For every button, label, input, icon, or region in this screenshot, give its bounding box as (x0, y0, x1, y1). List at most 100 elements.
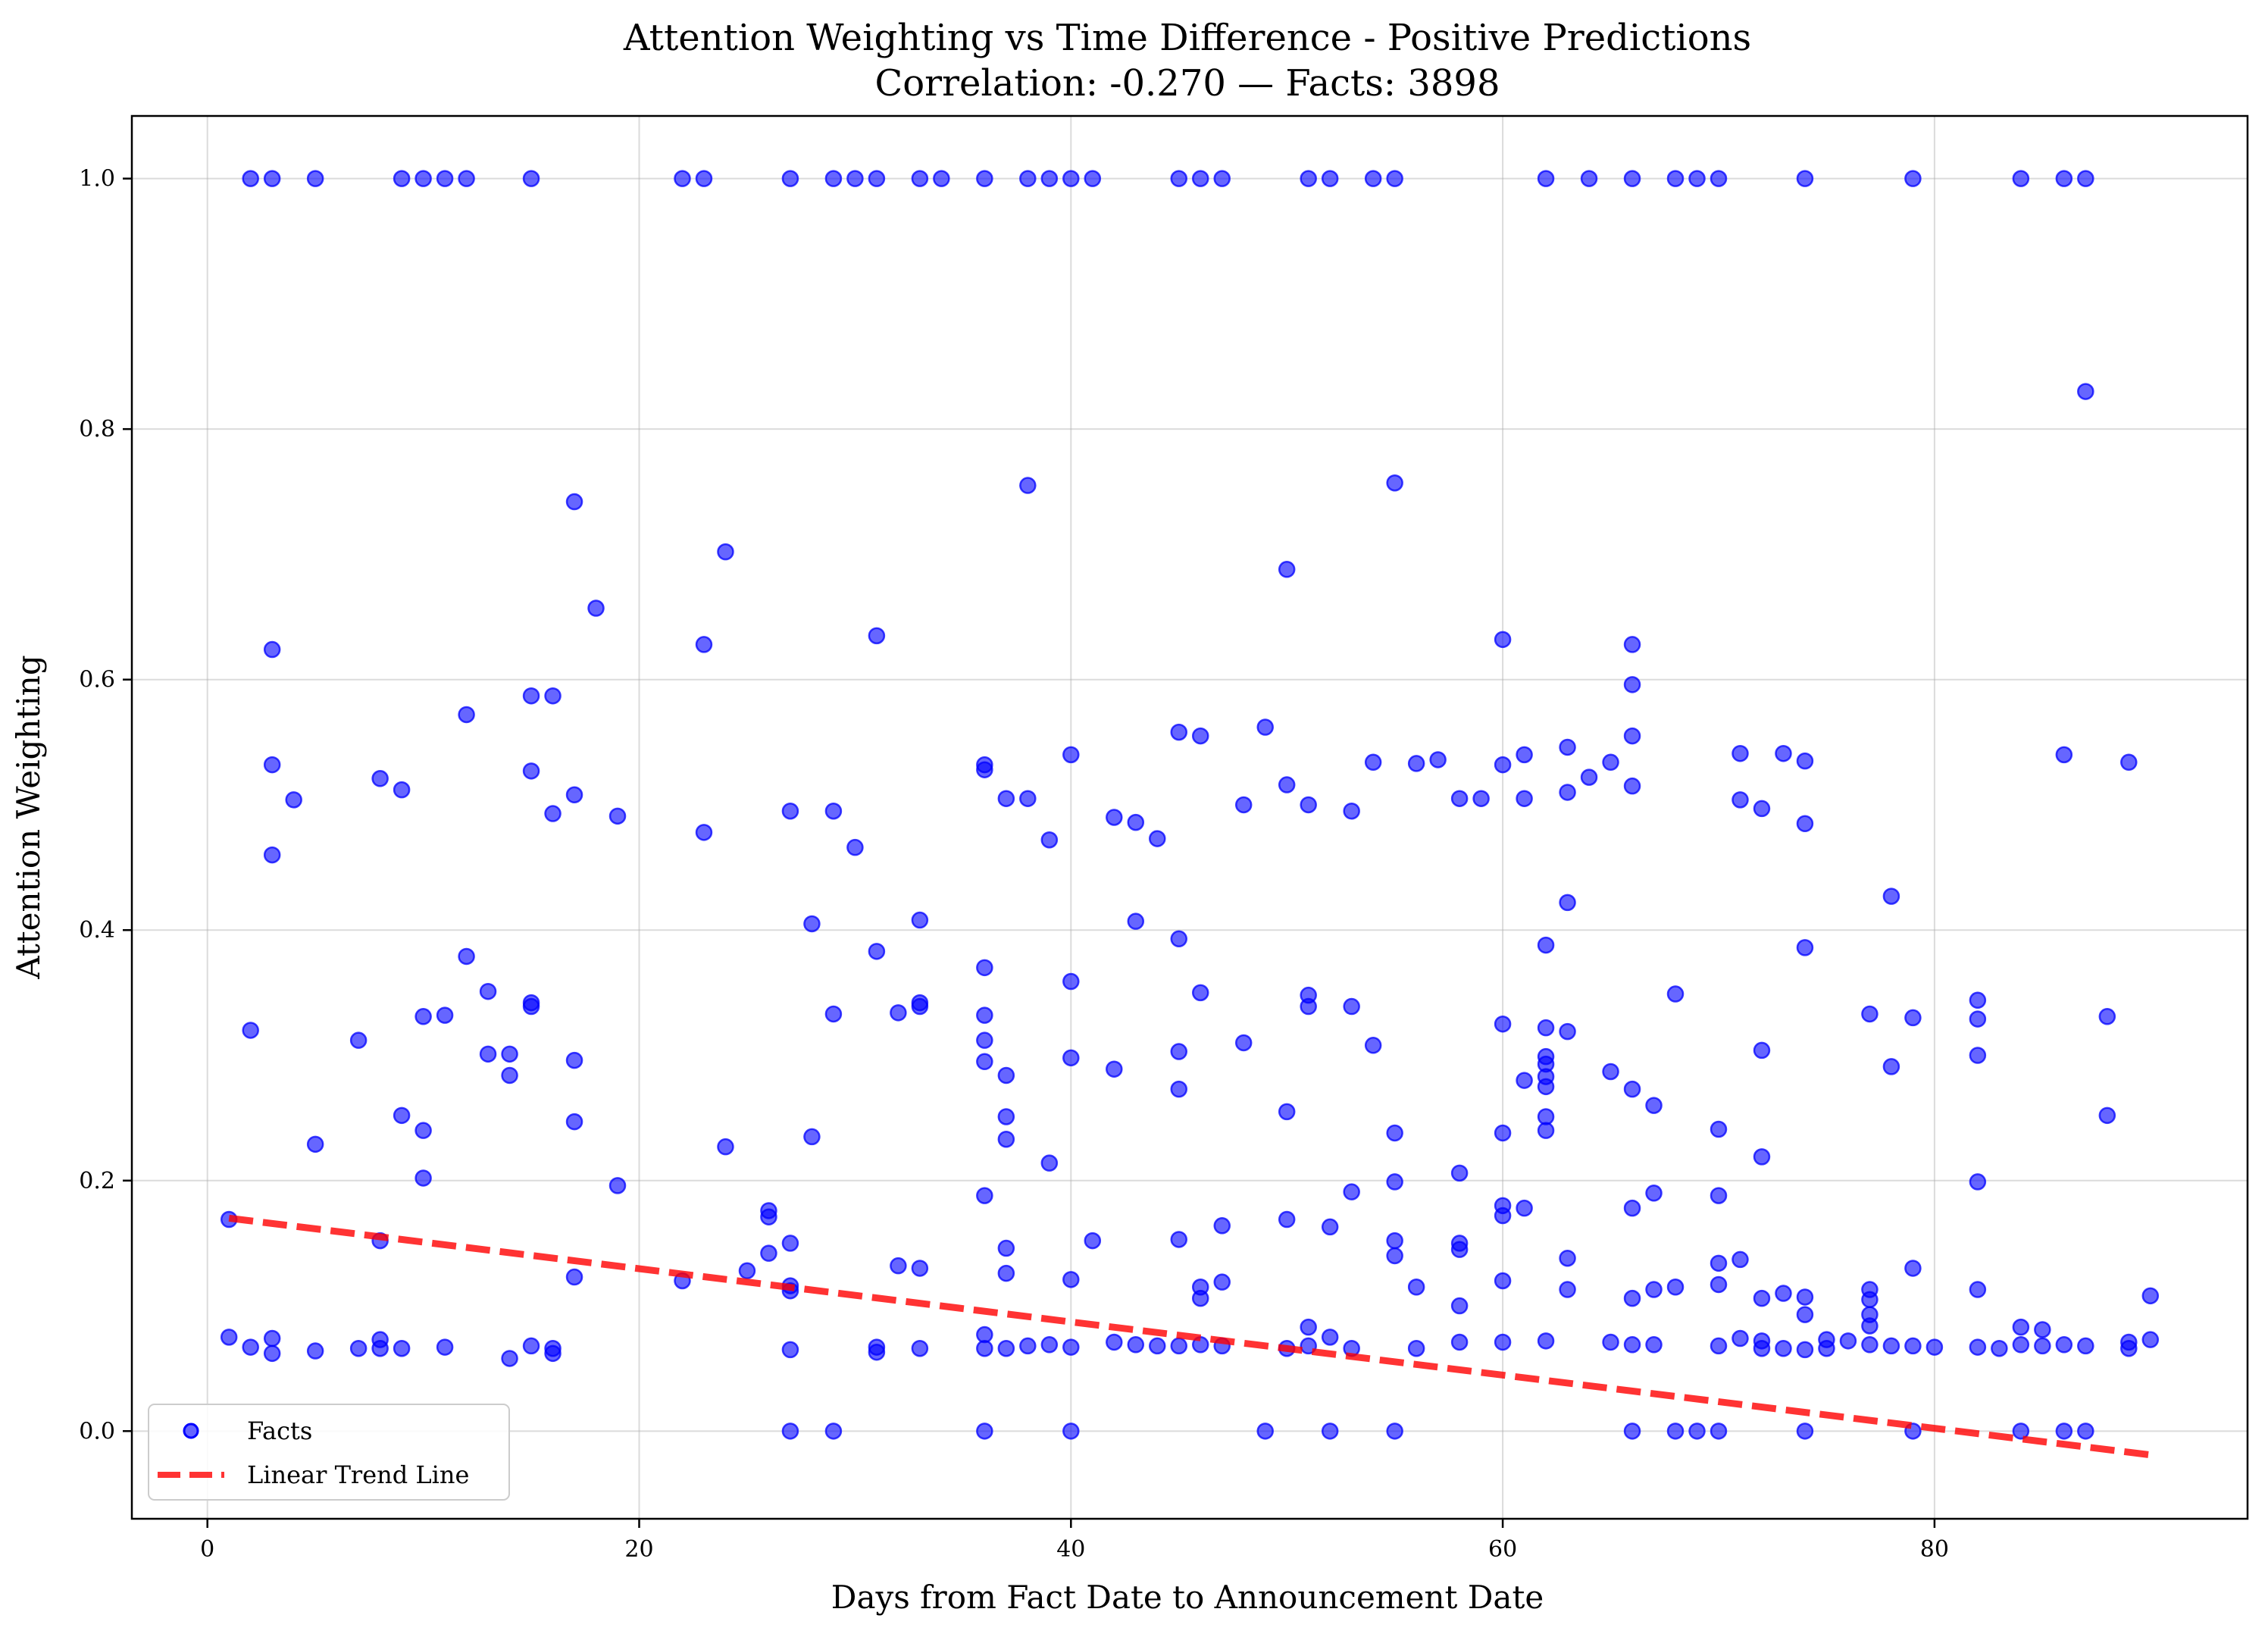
scatter-point-50 (263, 640, 281, 659)
scatter-point-269 (436, 1338, 454, 1356)
scatter-point-219 (738, 1262, 756, 1280)
scatter-point-6 (458, 170, 475, 187)
scatter-point-107 (1559, 894, 1576, 912)
y-tick-label-3: 0.6 (79, 667, 115, 693)
scatter-point-143 (976, 1031, 993, 1049)
scatter-point-69 (2120, 753, 2138, 772)
scatter-point-272 (544, 1344, 562, 1363)
y-axis-label: Attention Weighting (10, 655, 47, 979)
scatter-point-75 (522, 762, 540, 780)
scatter-point-299 (1796, 1341, 1814, 1359)
scatter-point-60 (1732, 744, 1749, 762)
scatter-point-263 (2141, 1331, 2160, 1348)
scatter-point-153 (565, 1051, 583, 1069)
scatter-point-90 (1300, 796, 1317, 814)
scatter-point-183 (1040, 1154, 1059, 1172)
scatter-point-59 (1559, 738, 1576, 756)
scatter-point-56 (1170, 723, 1188, 741)
scatter-point-246 (1300, 1318, 1317, 1336)
scatter-point-243 (1450, 1297, 1469, 1315)
scatter-point-62 (2055, 746, 2073, 764)
scatter-point-51 (1623, 676, 1641, 693)
x-tick-label-2: 40 (1056, 1536, 1085, 1563)
scatter-point-88 (1732, 791, 1749, 809)
scatter-point-314 (824, 1423, 843, 1440)
scatter-point-9 (695, 170, 713, 187)
scatter-point-77 (371, 770, 389, 787)
scatter-point-112 (1537, 936, 1555, 954)
scatter-point-300 (1818, 1339, 1835, 1357)
scatter-point-34 (1796, 170, 1814, 187)
scatter-point-322 (1688, 1423, 1706, 1440)
scatter-point-1 (263, 170, 281, 187)
scatter-point-40 (1019, 477, 1037, 494)
scatter-point-150 (1969, 1047, 1987, 1064)
scatter-point-181 (717, 1138, 734, 1156)
scatter-point-258 (1602, 1333, 1619, 1351)
scatter-point-165 (1623, 1080, 1641, 1098)
scatter-point-17 (1019, 170, 1037, 187)
scatter-point-33 (1710, 170, 1728, 187)
scatter-point-297 (1753, 1339, 1771, 1357)
scatter-point-11 (824, 170, 843, 187)
scatter-point-132 (976, 1006, 993, 1024)
scatter-point-82 (565, 786, 583, 804)
scatter-point-211 (760, 1244, 777, 1262)
legend-label-trend: Linear Trend Line (247, 1460, 469, 1489)
scatter-point-313 (781, 1423, 799, 1440)
x-tick-label-0: 0 (200, 1536, 214, 1563)
scatter-point-149 (501, 1045, 518, 1063)
scatter-point-141 (1559, 1022, 1576, 1041)
scatter-point-70 (263, 756, 281, 774)
scatter-point-133 (2098, 1008, 2116, 1025)
scatter-point-31 (1666, 170, 1685, 187)
scatter-point-109 (1127, 912, 1145, 930)
scatter-point-266 (242, 1338, 259, 1356)
y-tick-label-5: 1.0 (79, 166, 115, 192)
scatter-point-281 (997, 1339, 1015, 1357)
scatter-point-306 (1991, 1339, 2008, 1357)
y-tick-label-4: 0.8 (79, 416, 115, 443)
scatter-point-328 (2077, 1423, 2094, 1440)
scatter-point-189 (1343, 1183, 1360, 1200)
scatter-point-216 (890, 1257, 907, 1275)
scatter-point-270 (522, 1337, 540, 1355)
scatter-point-20 (1084, 170, 1102, 187)
scatter-point-262 (1494, 1333, 1512, 1351)
scatter-point-36 (2012, 170, 2030, 187)
scatter-point-324 (1796, 1423, 1814, 1440)
scatter-point-13 (868, 170, 886, 187)
scatter-point-315 (976, 1423, 993, 1440)
scatter-point-154 (976, 1053, 993, 1071)
scatter-point-259 (1537, 1332, 1555, 1350)
scatter-point-71 (1494, 756, 1512, 774)
scatter-point-104 (846, 838, 864, 856)
scatter-point-145 (1364, 1037, 1382, 1054)
scatter-point-175 (1494, 1124, 1512, 1142)
scatter-point-4 (414, 170, 432, 187)
scatter-point-303 (1904, 1337, 1922, 1355)
scatter-point-35 (1904, 170, 1922, 187)
scatter-point-144 (1234, 1034, 1253, 1052)
trend-line (228, 1214, 2151, 1459)
scatter-point-7 (522, 170, 540, 187)
scatter-point-22 (1191, 170, 1209, 187)
scatter-point-79 (1623, 777, 1641, 795)
scatter-point-254 (1732, 1329, 1749, 1347)
scatter-point-179 (997, 1130, 1015, 1148)
scatter-point-190 (1645, 1185, 1663, 1202)
scatter-point-122 (1969, 991, 1987, 1009)
scatter-point-127 (1300, 997, 1317, 1016)
scatter-point-173 (414, 1122, 432, 1139)
scatter-point-296 (1710, 1337, 1728, 1355)
scatter-point-240 (1623, 1289, 1641, 1307)
scatter-point-317 (1256, 1423, 1274, 1440)
scatter-point-43 (717, 543, 734, 561)
scatter-point-247 (2012, 1318, 2030, 1336)
scatter-point-81 (1559, 784, 1576, 801)
scatter-point-25 (1321, 170, 1339, 187)
scatter-point-49 (1623, 636, 1641, 653)
scatter-point-238 (1796, 1288, 1814, 1306)
scatter-point-224 (1062, 1271, 1080, 1288)
trend-line-group (228, 1214, 2151, 1459)
